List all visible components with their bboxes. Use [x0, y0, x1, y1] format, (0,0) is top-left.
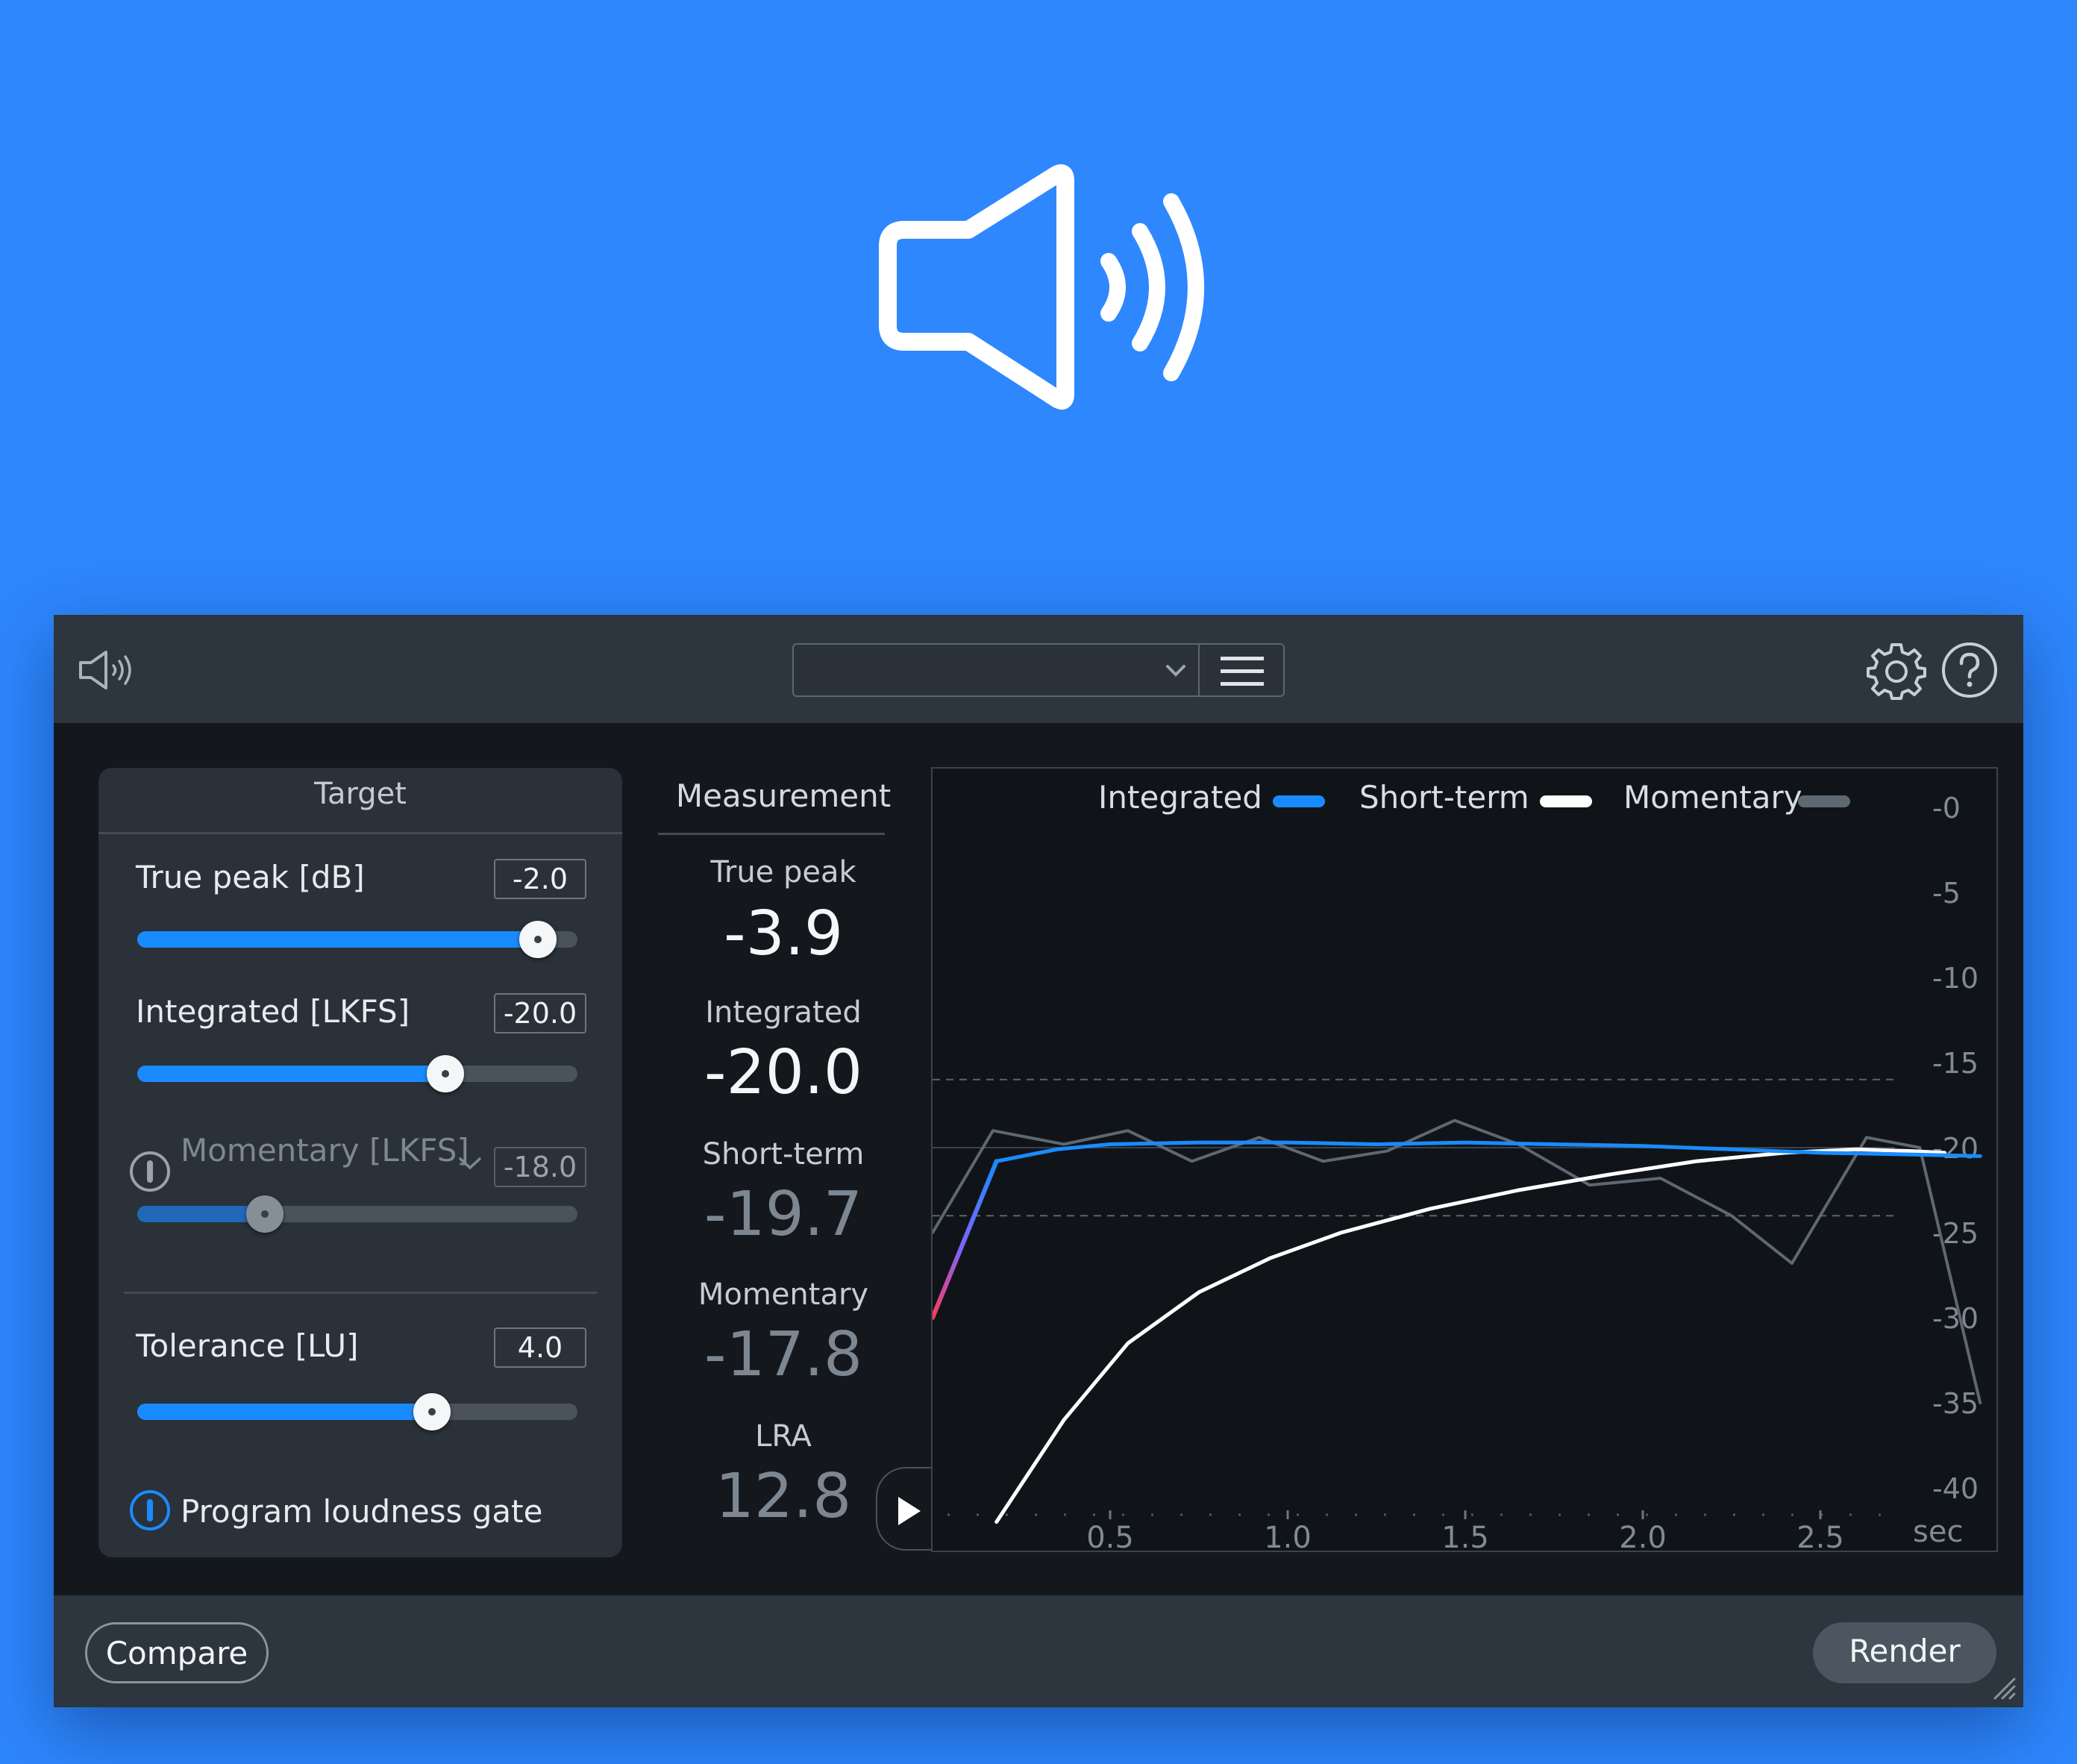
true-peak-reading-label: True peak: [710, 855, 856, 889]
integrated-label: Integrated [LKFS]: [136, 993, 410, 1030]
program-loudness-gate-label: Program loudness gate: [181, 1493, 543, 1530]
speaker-volume-icon: [79, 651, 131, 689]
legend-short-term-swatch: [1540, 795, 1592, 807]
legend-short-term-label: Short-term: [1359, 779, 1529, 816]
momentary-slider-fill: [137, 1206, 266, 1222]
play-icon: [898, 1497, 921, 1525]
power-toggle-icon[interactable]: [128, 1150, 172, 1193]
momentary-slider-thumb[interactable]: [246, 1195, 284, 1233]
target-title: Target: [314, 777, 407, 811]
gear-icon[interactable]: [1865, 640, 1928, 703]
footer-bar: [54, 1595, 2023, 1707]
momentary-slider[interactable]: [137, 1195, 577, 1233]
x-tick-label: 0.5: [1086, 1521, 1134, 1551]
measurement-divider: [658, 833, 885, 835]
momentary-reading-label: Momentary: [698, 1277, 869, 1312]
target-divider: [98, 832, 622, 834]
short-term-reading: -19.7: [704, 1179, 863, 1250]
tolerance-slider[interactable]: [137, 1393, 577, 1430]
preset-dropdown[interactable]: [792, 643, 1200, 697]
preset-menu-button[interactable]: [1200, 643, 1285, 697]
resize-grip-icon[interactable]: [1990, 1674, 2017, 1701]
y-tick-label: -30: [1932, 1302, 1979, 1335]
momentary-reading: -17.8: [704, 1319, 863, 1390]
x-tick-label: 2.5: [1796, 1521, 1844, 1551]
tolerance-label: Tolerance [LU]: [136, 1327, 359, 1364]
target-panel: Target True peak [dB] -2.0 Integrated [L…: [98, 768, 622, 1557]
lra-reading-label: LRA: [755, 1419, 812, 1454]
tolerance-slider-thumb[interactable]: [413, 1393, 451, 1430]
y-tick-label: -40: [1932, 1472, 1979, 1505]
compare-button[interactable]: Compare: [85, 1622, 269, 1683]
power-toggle-icon[interactable]: [128, 1489, 172, 1532]
measurement-title: Measurement: [675, 778, 892, 814]
x-tick-label: 1.0: [1264, 1521, 1312, 1551]
x-tick-label: 2.0: [1619, 1521, 1667, 1551]
tolerance-value-field[interactable]: 4.0: [494, 1327, 586, 1368]
y-tick-label: -5: [1932, 877, 1961, 910]
true-peak-slider[interactable]: [137, 921, 577, 958]
tolerance-slider-fill: [137, 1404, 433, 1420]
chevron-down-icon: [1166, 665, 1185, 677]
loudness-plugin-window: Target True peak [dB] -2.0 Integrated [L…: [54, 615, 2023, 1707]
chevron-down-icon[interactable]: [458, 1156, 482, 1171]
y-tick-label: -20: [1932, 1132, 1979, 1165]
lra-reading: 12.8: [715, 1461, 852, 1532]
legend-momentary-swatch: [1798, 795, 1850, 807]
true-peak-label: True peak [dB]: [136, 859, 365, 895]
integrated-reading-label: Integrated: [705, 995, 862, 1030]
integrated-slider-thumb[interactable]: [427, 1055, 464, 1092]
momentary-value-field[interactable]: -18.0: [494, 1147, 586, 1187]
series-line-momentary: [933, 1119, 1982, 1404]
short-term-reading-label: Short-term: [702, 1137, 865, 1172]
series-line-short-term: [994, 1147, 1947, 1524]
legend-momentary-label: Momentary: [1623, 779, 1802, 816]
loudness-history-graph: Integrated Short-term Momentary -0 -5 -10 -…: [931, 767, 1998, 1552]
y-tick-label: -0: [1932, 792, 1961, 825]
header-bar: [54, 615, 2023, 723]
true-peak-slider-thumb[interactable]: [519, 921, 557, 958]
x-tick-label: 1.5: [1441, 1521, 1489, 1551]
integrated-reading: -20.0: [704, 1037, 863, 1108]
speaker-volume-icon: [879, 164, 1204, 410]
integrated-attack-segment: [933, 1159, 999, 1320]
question-circle-icon[interactable]: [1940, 640, 1999, 700]
hamburger-icon: [1221, 657, 1264, 686]
integrated-value-field[interactable]: -20.0: [494, 993, 586, 1033]
true-peak-slider-fill: [137, 931, 538, 948]
y-tick-label: -15: [1932, 1047, 1979, 1080]
momentary-label: Momentary [LKFS]: [181, 1132, 469, 1169]
tolerance-divider: [124, 1292, 597, 1294]
integrated-slider[interactable]: [137, 1055, 577, 1092]
x-axis-label: sec: [1913, 1515, 1963, 1549]
legend-integrated-swatch: [1273, 795, 1325, 807]
series-line-integrated: [933, 1140, 1982, 1320]
graph-canvas: -0-5-10-15-20-25-30-35-400.5 1.0 1.5 2.0 2.5…: [933, 792, 1982, 1551]
play-button[interactable]: [876, 1467, 940, 1551]
y-tick-label: -35: [1932, 1387, 1979, 1420]
render-button[interactable]: Render: [1813, 1622, 1996, 1683]
integrated-slider-fill: [137, 1066, 445, 1082]
true-peak-reading: -3.9: [724, 898, 843, 969]
true-peak-value-field[interactable]: -2.0: [494, 859, 586, 899]
y-tick-label: -10: [1932, 962, 1979, 995]
legend-integrated-label: Integrated: [1098, 779, 1262, 816]
